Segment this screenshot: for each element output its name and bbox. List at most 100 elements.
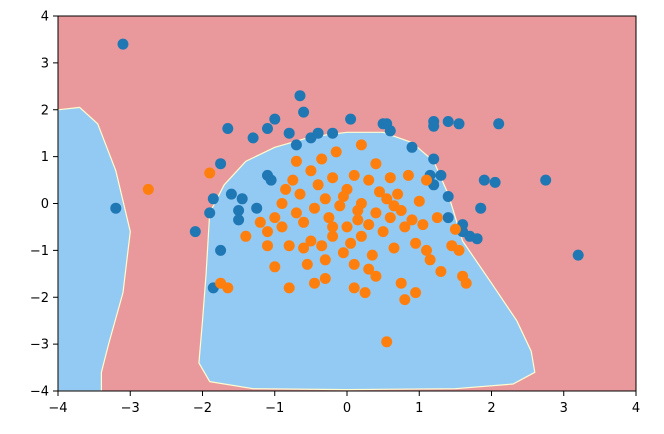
point-class-1-26 <box>327 230 339 242</box>
point-class-1-15 <box>294 188 306 200</box>
point-class-0-34 <box>435 169 447 181</box>
point-class-1-39 <box>359 287 371 299</box>
decision-region-0 <box>58 106 131 391</box>
point-class-1-73 <box>319 254 331 266</box>
point-class-0-1 <box>110 202 122 214</box>
point-class-1-43 <box>370 158 382 170</box>
point-class-1-47 <box>381 193 393 205</box>
x-tick-label-1: −3 <box>121 401 140 416</box>
point-class-1-60 <box>424 254 436 266</box>
point-class-0-0 <box>117 38 129 50</box>
y-tick-label-6: −2 <box>30 291 49 306</box>
y-tick-label-1: 3 <box>41 56 49 71</box>
point-class-1-78 <box>355 230 367 242</box>
point-class-0-8 <box>233 205 245 216</box>
point-class-1-80 <box>337 191 349 202</box>
point-class-1-30 <box>337 247 349 259</box>
point-class-1-45 <box>374 186 385 198</box>
point-class-1-33 <box>345 237 357 249</box>
point-class-1-62 <box>435 266 447 277</box>
x-tick-label-2: −2 <box>193 401 212 416</box>
point-class-0-15 <box>269 113 281 125</box>
point-class-1-23 <box>319 273 331 284</box>
point-class-1-40 <box>363 219 375 231</box>
point-class-1-48 <box>384 212 396 224</box>
point-class-0-32 <box>428 153 440 165</box>
point-class-1-46 <box>377 226 389 238</box>
point-class-0-19 <box>294 90 306 102</box>
decision-regions <box>58 106 536 391</box>
point-class-0-6 <box>225 188 237 200</box>
point-class-1-56 <box>410 237 422 249</box>
point-class-0-10 <box>233 214 245 226</box>
point-class-0-27 <box>384 125 396 137</box>
point-class-1-85 <box>348 282 360 294</box>
point-class-0-2 <box>189 226 201 238</box>
y-tick-label-3: 1 <box>41 150 49 165</box>
point-class-1-17 <box>301 258 313 270</box>
x-tick-label-0: −4 <box>48 401 67 416</box>
point-class-1-29 <box>334 200 346 212</box>
decision-region-1 <box>198 131 536 391</box>
point-class-1-25 <box>323 212 335 224</box>
point-class-1-51 <box>392 188 404 200</box>
point-class-1-72 <box>381 336 393 348</box>
y-tick-label-7: −3 <box>30 338 49 353</box>
point-class-1-49 <box>384 172 396 184</box>
point-class-1-75 <box>276 198 288 209</box>
point-class-1-41 <box>363 174 375 186</box>
scatter-points <box>110 38 584 348</box>
point-class-1-37 <box>355 139 367 151</box>
point-class-1-70 <box>399 294 411 306</box>
point-class-1-54 <box>402 169 414 181</box>
point-class-1-87 <box>363 263 375 275</box>
point-class-1-5 <box>254 216 266 228</box>
x-tick-label-6: 2 <box>487 401 495 416</box>
point-class-0-24 <box>345 113 357 125</box>
point-class-1-13 <box>290 207 302 219</box>
point-class-1-44 <box>370 270 382 282</box>
point-class-0-45 <box>489 176 501 188</box>
y-tick-label-4: 0 <box>41 197 49 212</box>
point-class-1-82 <box>316 240 328 252</box>
point-class-0-31 <box>428 120 440 132</box>
point-class-0-35 <box>442 116 454 127</box>
point-class-1-42 <box>366 249 378 261</box>
point-class-0-46 <box>493 118 505 130</box>
point-class-1-71 <box>410 287 422 299</box>
point-class-0-23 <box>327 127 339 139</box>
point-class-1-64 <box>449 223 461 235</box>
point-class-0-14 <box>262 123 273 134</box>
y-tick-label-8: −4 <box>30 385 49 400</box>
point-class-1-61 <box>431 212 443 224</box>
plot-area <box>58 16 636 391</box>
y-axis: 4 3 2 1 0 −1 −2 −3 −4 <box>30 10 58 400</box>
point-class-1-69 <box>395 277 407 289</box>
point-class-0-28 <box>406 141 418 153</box>
point-class-0-5 <box>215 158 227 170</box>
point-class-1-8 <box>269 261 281 273</box>
point-class-0-37 <box>442 191 454 202</box>
plot-frame <box>57 15 637 392</box>
point-class-1-38 <box>355 198 367 209</box>
point-class-1-81 <box>352 214 364 226</box>
y-tick-label-0: 4 <box>41 10 49 25</box>
point-class-1-32 <box>341 221 353 233</box>
point-class-1-83 <box>388 200 400 212</box>
point-class-0-7 <box>222 123 234 134</box>
point-class-1-77 <box>327 221 339 233</box>
point-class-1-76 <box>262 240 273 252</box>
point-class-1-53 <box>399 221 411 233</box>
point-class-1-22 <box>316 153 328 165</box>
point-class-1-79 <box>370 207 382 219</box>
x-axis: −4 −3 −2 −1 0 1 2 3 4 <box>48 391 640 416</box>
point-class-1-55 <box>406 214 418 226</box>
point-class-1-3 <box>222 282 234 294</box>
x-tick-label-3: −1 <box>265 401 284 416</box>
point-class-1-11 <box>283 240 295 252</box>
point-class-1-20 <box>309 202 320 214</box>
point-class-1-57 <box>413 195 425 207</box>
point-class-0-47 <box>540 174 552 186</box>
point-class-1-34 <box>348 169 360 181</box>
